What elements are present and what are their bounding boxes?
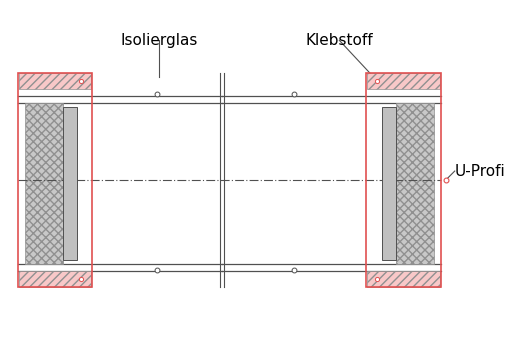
Bar <box>63 107 77 260</box>
Text: Isolierglas: Isolierglas <box>120 33 197 48</box>
Bar <box>19 104 90 264</box>
Bar <box>18 73 91 287</box>
Text: U-Profi: U-Profi <box>454 164 504 179</box>
FancyBboxPatch shape <box>19 73 90 89</box>
Bar <box>91 96 222 271</box>
Bar <box>367 104 439 264</box>
Bar <box>222 96 366 271</box>
Bar <box>381 107 395 260</box>
FancyBboxPatch shape <box>367 73 439 89</box>
FancyBboxPatch shape <box>19 271 90 287</box>
Bar <box>25 104 63 264</box>
FancyBboxPatch shape <box>367 271 439 287</box>
Bar <box>366 73 440 287</box>
Text: Klebstoff: Klebstoff <box>305 33 373 48</box>
Bar <box>395 104 433 264</box>
